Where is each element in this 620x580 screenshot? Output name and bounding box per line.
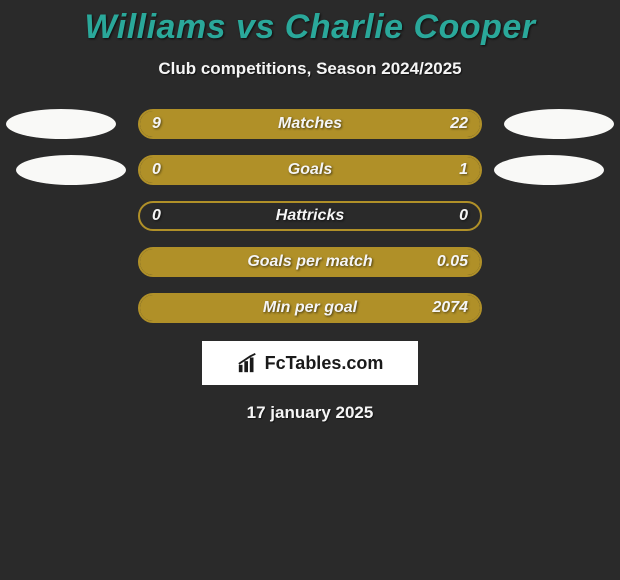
date-label: 17 january 2025 [0, 403, 620, 423]
comparison-infographic: Williams vs Charlie Cooper Club competit… [0, 0, 620, 423]
stat-bar: 0 1 Goals [138, 155, 482, 185]
value-left: 0 [152, 161, 161, 179]
value-right: 2074 [432, 299, 468, 317]
stat-label: Min per goal [263, 299, 357, 317]
value-left: 0 [152, 207, 161, 225]
stat-bar: 0 0 Hattricks [138, 201, 482, 231]
stat-row: 0 0 Hattricks [0, 201, 620, 231]
stat-bar: 2074 Min per goal [138, 293, 482, 323]
stats-area: 9 22 Matches 0 1 Goals 0 0 Hattricks 0.05 Goals pe… [0, 109, 620, 323]
stat-row: 9 22 Matches [0, 109, 620, 139]
value-left: 9 [152, 115, 161, 133]
stat-row: 0 1 Goals [0, 155, 620, 185]
stat-label: Hattricks [276, 207, 344, 225]
value-right: 0 [459, 207, 468, 225]
stat-row: 0.05 Goals per match [0, 247, 620, 277]
bar-right-fill [239, 111, 480, 137]
value-right: 1 [459, 161, 468, 179]
logo-box: FcTables.com [202, 341, 418, 385]
stat-rows: 9 22 Matches 0 1 Goals 0 0 Hattricks 0.05 Goals pe… [0, 109, 620, 323]
stat-label: Goals [288, 161, 332, 179]
logo-text: FcTables.com [265, 353, 384, 374]
stat-row: 2074 Min per goal [0, 293, 620, 323]
bar-chart-icon [237, 352, 259, 374]
stat-bar: 9 22 Matches [138, 109, 482, 139]
stat-label: Goals per match [247, 253, 372, 271]
value-right: 0.05 [437, 253, 468, 271]
value-right: 22 [450, 115, 468, 133]
stat-bar: 0.05 Goals per match [138, 247, 482, 277]
subtitle: Club competitions, Season 2024/2025 [0, 59, 620, 79]
stat-label: Matches [278, 115, 342, 133]
page-title: Williams vs Charlie Cooper [0, 8, 620, 47]
